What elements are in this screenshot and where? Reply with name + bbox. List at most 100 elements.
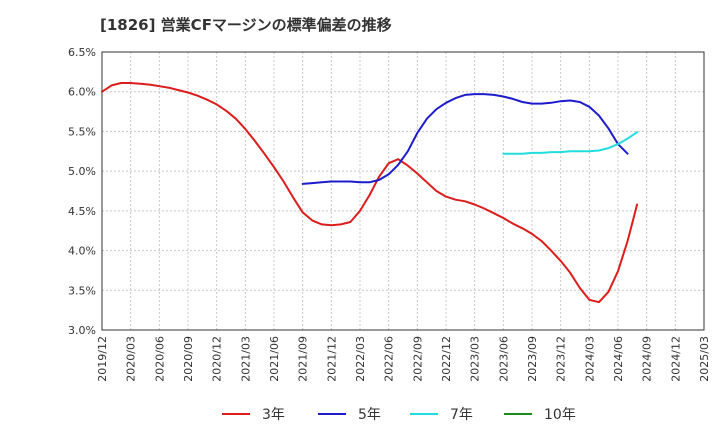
data-point [560,151,562,153]
x-tick-label: 2021/03 [239,336,252,382]
data-point [302,211,304,213]
x-tick-label: 2021/09 [297,336,310,382]
x-tick-label: 2019/12 [96,336,109,382]
data-point [435,190,437,192]
data-point [359,210,361,212]
x-tick-label: 2024/06 [612,336,625,382]
data-point [168,87,170,89]
data-point [607,291,609,293]
x-tick-label: 2024/12 [669,336,682,382]
data-point [464,94,466,96]
data-point [388,162,390,164]
data-point [598,301,600,303]
x-tick-label: 2022/12 [440,336,453,382]
data-point [579,150,581,152]
data-point [588,150,590,152]
data-point [598,115,600,117]
x-tick-label: 2021/12 [325,336,338,382]
x-tick-label: 2023/03 [469,336,482,382]
data-point [569,272,571,274]
data-point [292,196,294,198]
data-point [340,181,342,183]
data-point [197,95,199,97]
data-point [149,84,151,86]
data-point [349,181,351,183]
data-point [139,83,141,85]
data-point [111,84,113,86]
data-point [369,194,371,196]
x-tick-label: 2021/06 [268,336,281,382]
data-point [521,227,523,229]
data-point [512,223,514,225]
data-point [407,165,409,167]
data-point [636,204,638,206]
data-point [359,181,361,183]
data-point [416,132,418,134]
data-point [560,260,562,262]
data-point [273,166,275,168]
data-point [244,128,246,130]
data-point [541,152,543,154]
data-point [330,224,332,226]
data-point [474,204,476,206]
data-point [627,153,629,155]
data-point [569,100,571,102]
data-point [435,108,437,110]
data-point [321,223,323,225]
chart-title: [1826] 営業CFマージンの標準偏差の推移 [100,16,392,34]
data-point [464,200,466,202]
y-tick-label: 4.0% [68,245,96,258]
data-point [388,173,390,175]
legend-label: 7年 [450,407,473,423]
data-point [541,240,543,242]
data-point [531,233,533,235]
data-point [216,103,218,105]
data-point [502,96,504,98]
x-tick-label: 2022/03 [354,336,367,382]
x-tick-label: 2024/03 [583,336,596,382]
data-point [531,103,533,105]
data-point [560,100,562,102]
data-point [550,102,552,104]
data-point [579,101,581,103]
data-point [627,240,629,242]
data-point [369,181,371,183]
x-tick-label: 2023/06 [497,336,510,382]
data-point [263,153,265,155]
y-tick-label: 3.5% [68,284,96,297]
data-point [397,164,399,166]
data-point [521,101,523,103]
x-tick-label: 2022/09 [411,336,424,382]
data-point [627,138,629,140]
data-point [416,173,418,175]
data-point [483,93,485,95]
data-point [617,270,619,272]
data-point [120,82,122,84]
data-point [407,150,409,152]
x-tick-label: 2023/12 [555,336,568,382]
data-point [617,143,619,145]
data-point [521,153,523,155]
y-tick-label: 4.5% [68,205,96,218]
data-point [101,91,103,93]
data-point [493,94,495,96]
series-line [502,131,639,155]
data-point [541,103,543,105]
data-point [512,98,514,100]
x-tick-label: 2023/09 [526,336,539,382]
y-tick-label: 3.0% [68,324,96,337]
data-point [588,106,590,108]
data-point [206,99,208,101]
data-point [321,181,323,183]
data-point [235,118,237,120]
data-point [502,217,504,219]
data-point [283,181,285,183]
y-tick-label: 5.0% [68,165,96,178]
data-point [483,208,485,210]
data-point [636,131,638,133]
data-point [340,223,342,225]
data-point [254,140,256,142]
data-point [130,82,132,84]
